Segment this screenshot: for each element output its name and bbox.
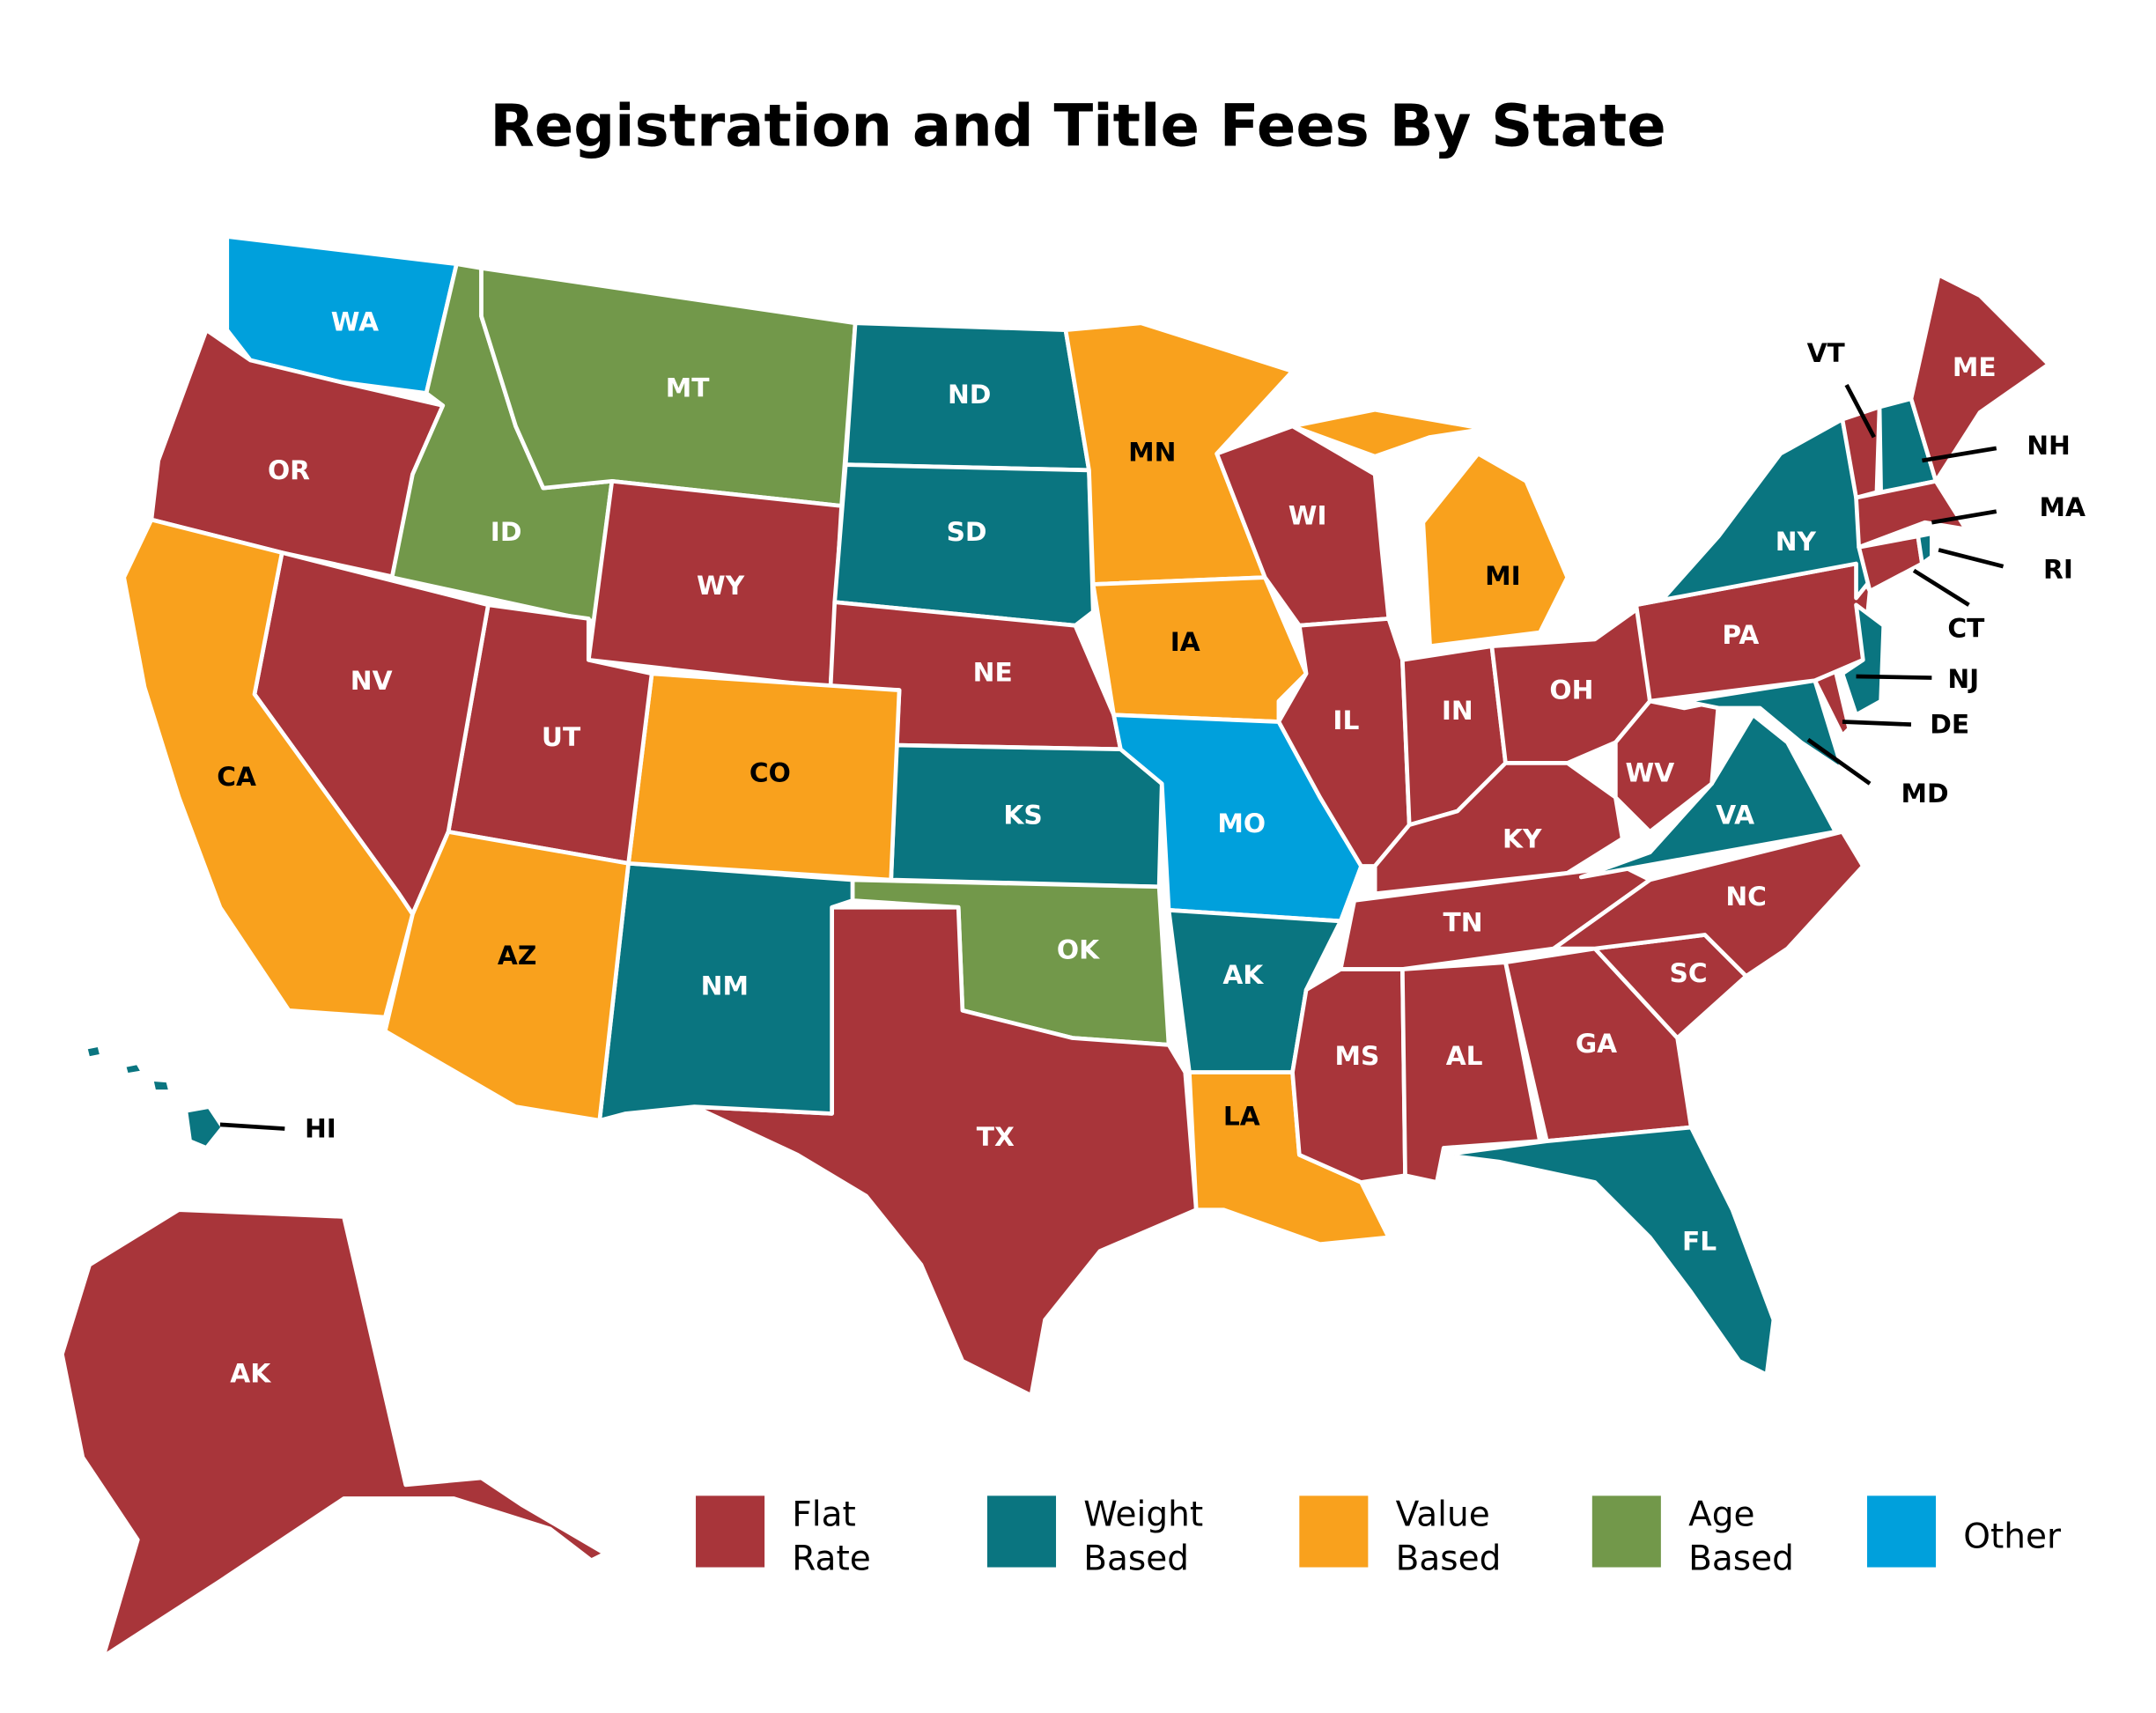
state-az-shape bbox=[382, 830, 631, 1123]
legend-swatch-value bbox=[1299, 1495, 1369, 1568]
state-label: WI bbox=[1288, 499, 1327, 530]
state-label: ME bbox=[1953, 351, 1997, 382]
legend-label: Value bbox=[1396, 1495, 1490, 1535]
state-ma-shape bbox=[1854, 479, 1968, 550]
state-va-shape bbox=[1578, 713, 1838, 880]
state-label: RI bbox=[2043, 553, 2073, 584]
state-label: SC bbox=[1670, 957, 1708, 988]
state-label: VA bbox=[1716, 800, 1754, 831]
legend-label: Weight bbox=[1083, 1495, 1203, 1535]
state-tx-shape bbox=[692, 904, 1199, 1398]
state-ky-shape bbox=[1372, 761, 1625, 896]
state-ca-shape bbox=[122, 517, 415, 1020]
state-labels: WA OR ID MT WY ND SD NE KS OK TX NM CO UT NV CA AZ MN IA MO… bbox=[217, 306, 2086, 1388]
state-label: AK bbox=[230, 1357, 271, 1388]
state-label: OK bbox=[1057, 934, 1100, 965]
state-label: NV bbox=[351, 665, 393, 696]
state-label: AZ bbox=[498, 940, 536, 971]
legend-label: Based bbox=[1396, 1539, 1502, 1579]
legend-label: Rate bbox=[792, 1539, 870, 1579]
state-mi-shape bbox=[1290, 407, 1570, 649]
callout-line bbox=[1856, 674, 1932, 680]
state-label: WY bbox=[697, 570, 745, 601]
state-label: FL bbox=[1682, 1226, 1717, 1257]
callout-line bbox=[1806, 737, 1872, 786]
state-label: NE bbox=[973, 656, 1013, 687]
legend-swatch-other bbox=[1867, 1495, 1937, 1568]
state-label: NM bbox=[701, 970, 749, 1000]
state-label: DE bbox=[1930, 709, 1969, 740]
state-label: HI bbox=[305, 1113, 336, 1144]
state-hi-shape bbox=[83, 1043, 225, 1150]
state-label: MO bbox=[1217, 808, 1266, 838]
state-ct-shape bbox=[1857, 534, 1924, 594]
state-label: TX bbox=[977, 1121, 1015, 1152]
state-label: MS bbox=[1334, 1040, 1379, 1071]
state-ri-shape bbox=[1916, 531, 1934, 566]
state-nj-shape bbox=[1840, 602, 1886, 718]
state-label: OR bbox=[268, 454, 310, 485]
state-label: ND bbox=[948, 379, 991, 410]
callout-line bbox=[219, 1122, 285, 1131]
state-label: VT bbox=[1807, 337, 1846, 368]
state-label: IA bbox=[1170, 626, 1200, 657]
state-wi-shape bbox=[1215, 424, 1392, 628]
state-label: KY bbox=[1503, 823, 1542, 853]
state-label: UT bbox=[542, 721, 581, 752]
state-label: AL bbox=[1446, 1040, 1483, 1071]
legend-label: Based bbox=[1688, 1539, 1794, 1579]
states-layer bbox=[60, 234, 2051, 1659]
state-label: SD bbox=[947, 516, 987, 547]
state-label: NH bbox=[2027, 430, 2071, 461]
legend-label: Based bbox=[1083, 1539, 1189, 1579]
legend-label: Flat bbox=[792, 1495, 856, 1535]
state-label: OH bbox=[1549, 675, 1593, 705]
callout-line bbox=[1938, 548, 2005, 569]
state-nm-shape bbox=[597, 860, 855, 1123]
callout-line bbox=[1842, 720, 1912, 727]
legend: FlatRateWeightBasedValueBasedAgeBasedOth… bbox=[696, 1495, 2062, 1579]
callout-line bbox=[1912, 568, 1970, 607]
legend-swatch-weight bbox=[986, 1495, 1057, 1568]
state-label: MN bbox=[1128, 437, 1176, 468]
state-label: NJ bbox=[1947, 663, 1979, 694]
state-sd-shape bbox=[832, 462, 1096, 628]
legend-swatch-age bbox=[1591, 1495, 1661, 1568]
state-label: TN bbox=[1443, 906, 1483, 937]
state-label: MA bbox=[2039, 491, 2085, 522]
state-label: IN bbox=[1442, 695, 1473, 726]
state-label: NY bbox=[1776, 526, 1817, 557]
callout-lines bbox=[219, 383, 2005, 1131]
state-label: IL bbox=[1333, 705, 1359, 735]
state-ms-shape bbox=[1290, 967, 1407, 1185]
state-label: CT bbox=[1947, 612, 1985, 643]
state-label: MI bbox=[1485, 560, 1521, 591]
state-ga-shape bbox=[1503, 946, 1694, 1143]
callout-line bbox=[1931, 509, 1997, 525]
state-label: MD bbox=[1901, 778, 1949, 809]
callout-line bbox=[1844, 383, 1876, 439]
state-ak-shape bbox=[60, 1207, 608, 1659]
state-label: CO bbox=[749, 757, 791, 787]
callout-line bbox=[1922, 446, 1997, 463]
state-fl-shape bbox=[1441, 1125, 1776, 1377]
state-label: PA bbox=[1722, 619, 1759, 650]
state-label: WA bbox=[331, 306, 379, 336]
state-label: NC bbox=[1725, 881, 1767, 912]
state-label: ID bbox=[491, 516, 522, 547]
state-label: WV bbox=[1626, 757, 1675, 787]
map-title: Registration and Title Fees By State bbox=[490, 92, 1665, 159]
legend-swatch-flat bbox=[696, 1495, 765, 1568]
legend-label: Other bbox=[1963, 1517, 2062, 1557]
state-label: MT bbox=[666, 372, 710, 402]
state-nc-shape bbox=[1551, 830, 1865, 978]
state-label: LA bbox=[1223, 1101, 1260, 1132]
state-label: CA bbox=[217, 761, 256, 792]
state-label: GA bbox=[1576, 1028, 1617, 1059]
state-label: KS bbox=[1003, 800, 1042, 831]
state-label: AK bbox=[1222, 959, 1264, 990]
state-il-shape bbox=[1276, 617, 1412, 868]
legend-label: Age bbox=[1688, 1495, 1754, 1535]
